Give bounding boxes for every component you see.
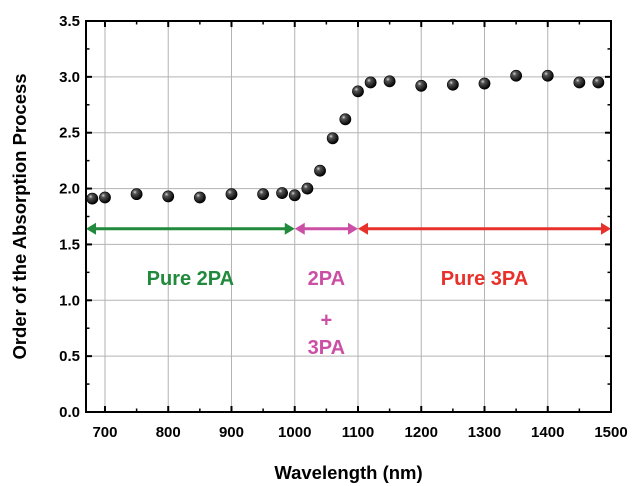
data-point [364, 76, 377, 89]
region-label: Pure 2PA [147, 268, 234, 290]
x-tick-label: 1400 [531, 424, 564, 441]
double-arrow [86, 222, 295, 235]
data-point [314, 164, 326, 177]
x-tick-label: 900 [219, 424, 244, 441]
data-point [276, 187, 288, 199]
data-point [130, 188, 143, 201]
x-tick-label: 800 [156, 424, 181, 441]
data-points [86, 69, 605, 205]
double-arrow [294, 222, 358, 235]
arrow-head-left [86, 222, 96, 235]
region-label: + [321, 309, 333, 331]
data-point [592, 76, 605, 89]
y-tick-label: 3.0 [59, 69, 80, 86]
data-point [383, 75, 396, 88]
data-point [446, 78, 459, 91]
y-tick-label: 1.0 [59, 292, 80, 309]
region-label: 3PA [308, 337, 345, 359]
data-point [193, 191, 206, 204]
region-label: Pure 3PA [441, 268, 528, 290]
data-point [339, 113, 352, 126]
y-tick-label: 1.5 [59, 236, 80, 253]
x-tick-label: 700 [92, 424, 117, 441]
y-tick-label: 2.5 [59, 125, 80, 142]
data-point [288, 189, 301, 202]
data-point [86, 192, 99, 205]
ticks: 700 800 900 1000 1100 1200 1300 1400 1500 0.0 0.5 1… [59, 13, 628, 441]
annotations: Pure 2PA 2PA +3PA Pure 3PA [86, 222, 611, 359]
data-point [541, 69, 554, 82]
arrow-head-left [294, 222, 305, 235]
data-point [162, 190, 175, 203]
y-tick-label: 0.5 [59, 348, 80, 365]
data-point [99, 191, 111, 204]
data-point [301, 182, 314, 195]
y-axis-title: Order of the Absorption Process [9, 73, 30, 359]
data-point [225, 188, 238, 201]
data-point [510, 69, 523, 82]
arrow-head-right [601, 222, 611, 235]
x-tick-label: 1100 [342, 424, 375, 441]
x-tick-label: 1300 [468, 424, 501, 441]
x-tick-label: 1000 [278, 424, 311, 441]
x-tick-label: 1500 [594, 424, 627, 441]
data-point [326, 132, 339, 145]
x-tick-label: 1200 [405, 424, 438, 441]
data-point [478, 77, 491, 90]
y-tick-label: 3.5 [59, 13, 80, 30]
data-point [415, 79, 428, 92]
plot-frame [85, 20, 612, 413]
arrow-head-right [347, 222, 358, 235]
data-point [257, 188, 270, 201]
arrow-head-left [357, 222, 368, 235]
y-tick-label: 0.0 [59, 404, 80, 421]
data-point [573, 76, 586, 89]
arrow-head-right [284, 222, 295, 235]
grid [86, 21, 612, 412]
data-point [352, 85, 364, 98]
double-arrow [357, 222, 611, 235]
y-tick-label: 2.0 [59, 181, 80, 198]
region-label: 2PA [308, 268, 345, 290]
x-axis-title: Wavelength (nm) [274, 462, 422, 483]
